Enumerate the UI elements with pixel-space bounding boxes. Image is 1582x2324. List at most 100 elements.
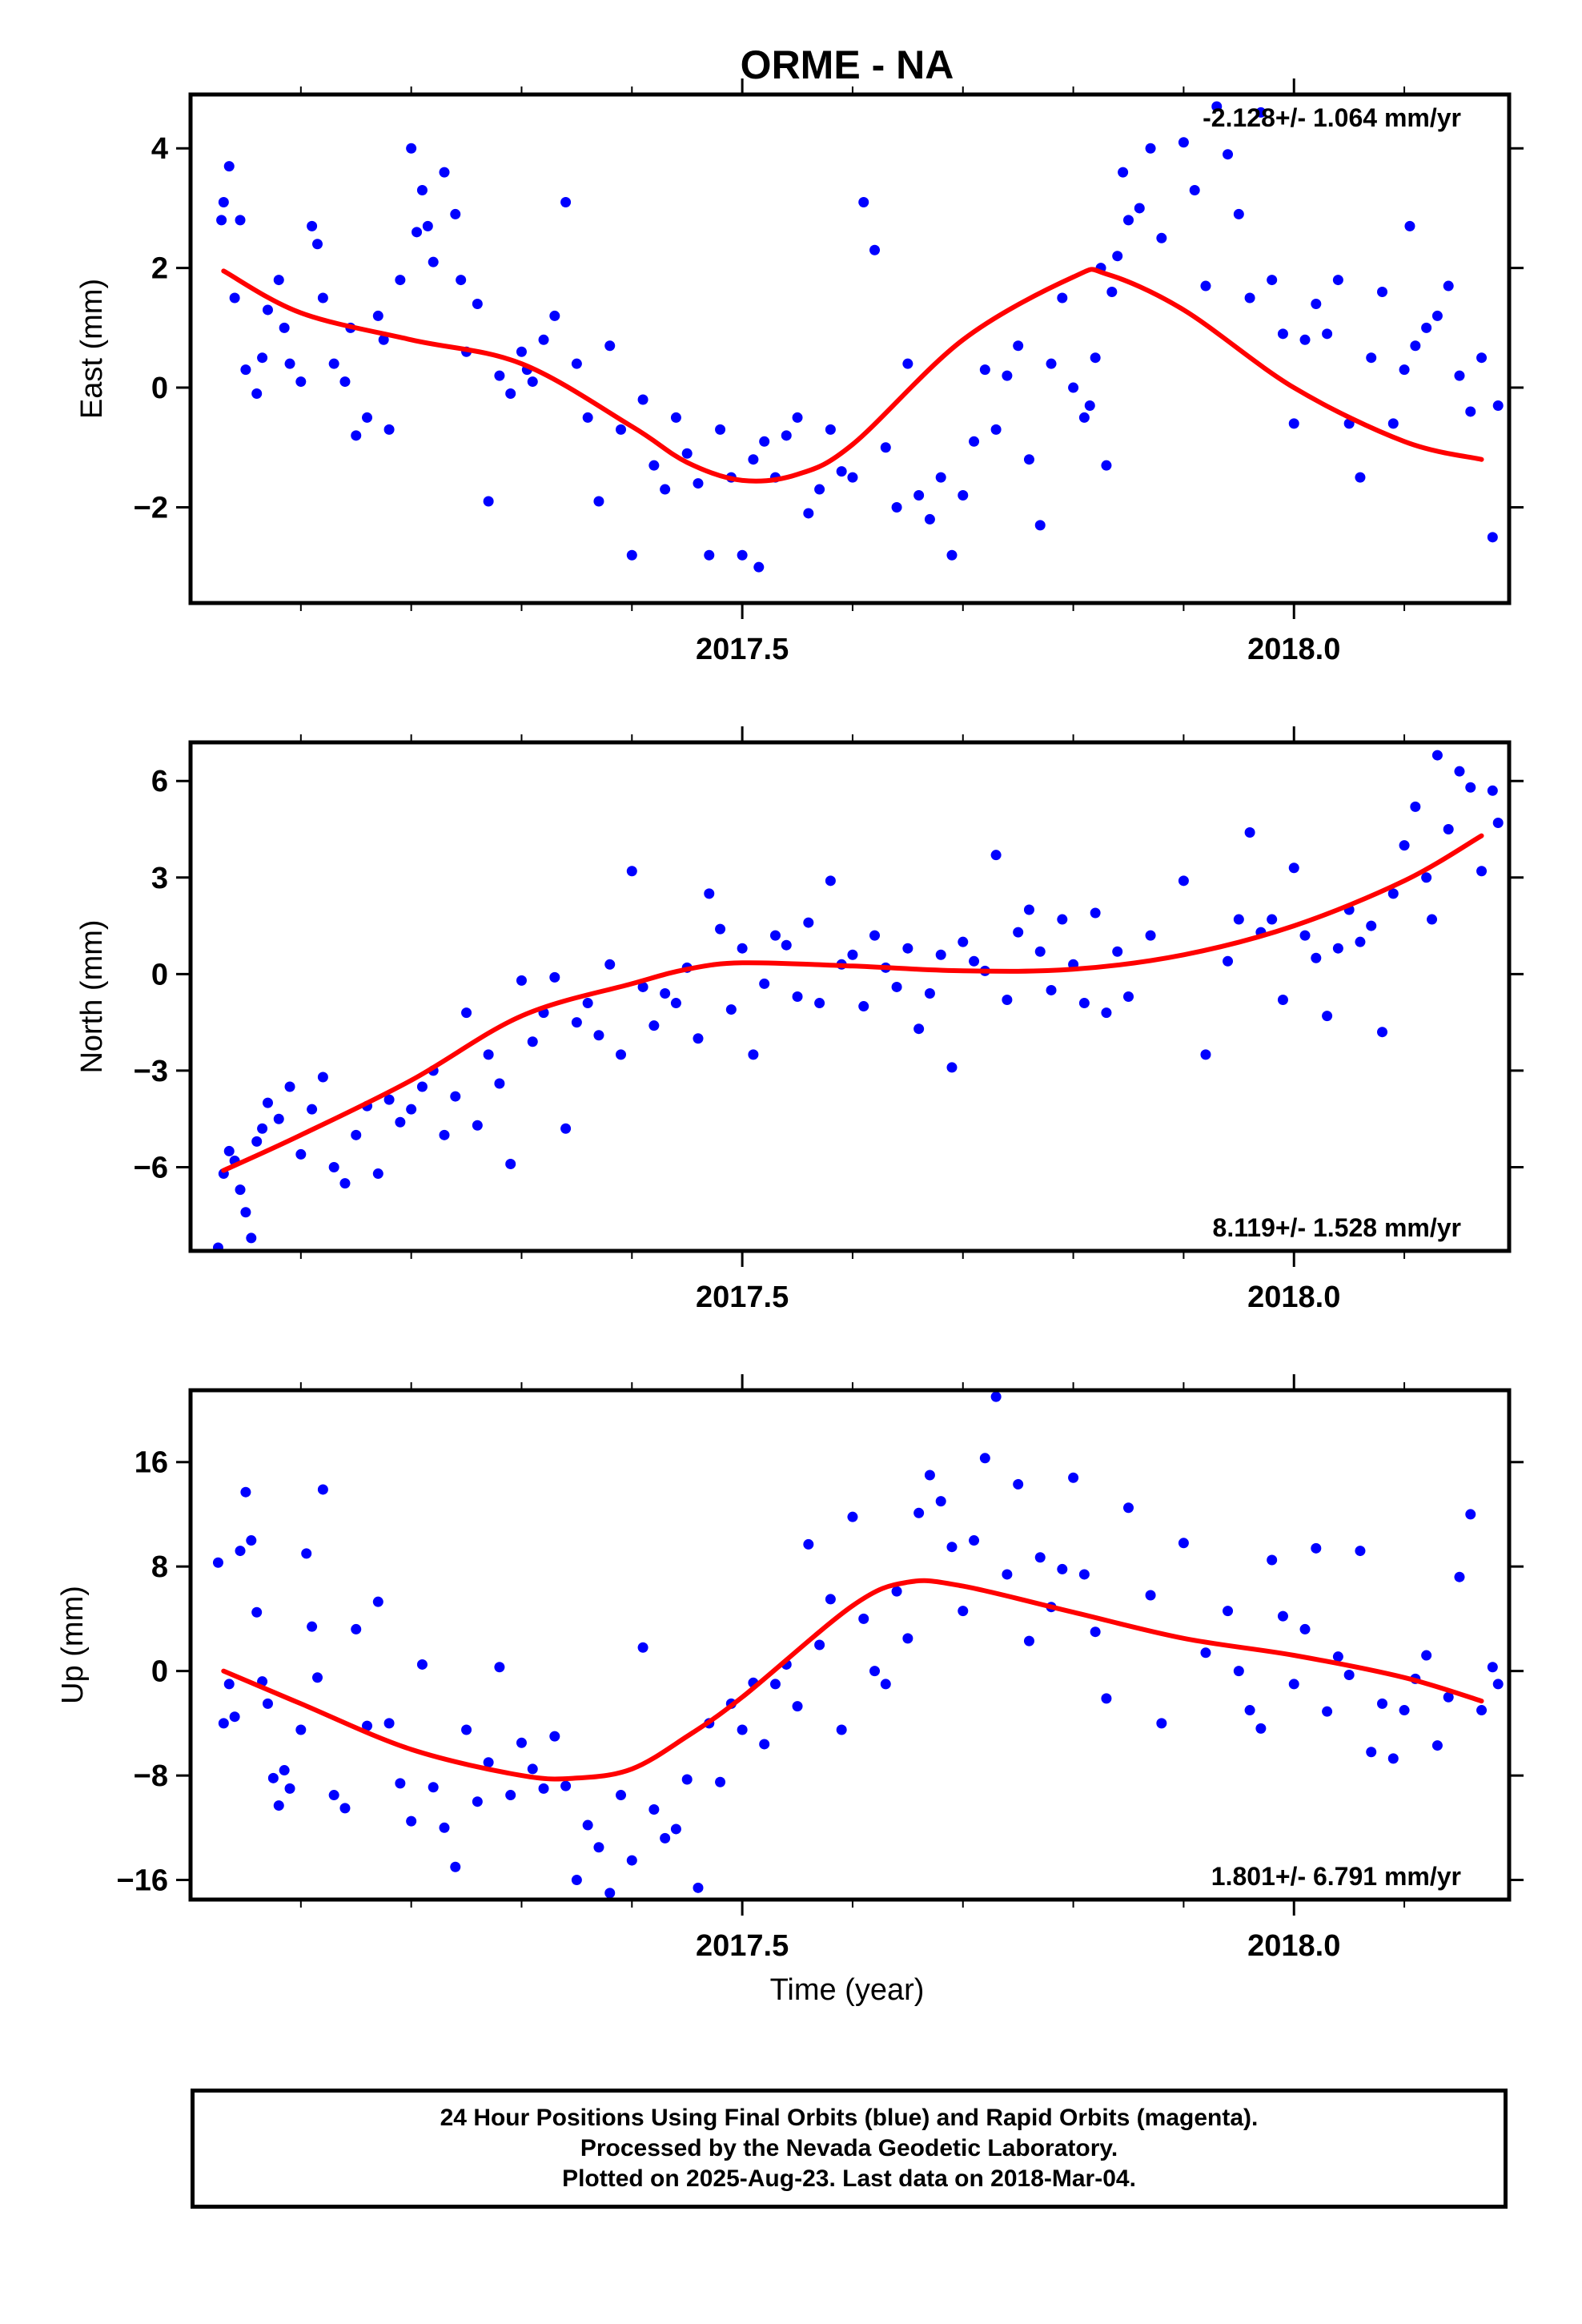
east-data-point [422, 220, 433, 231]
east-data-point [317, 292, 328, 304]
east-data-point [1106, 287, 1118, 298]
up-data-point [1332, 1651, 1343, 1663]
up-data-point [416, 1659, 428, 1670]
east-data-point [1145, 143, 1156, 154]
up-data-point [395, 1778, 406, 1789]
north-data-point [240, 1207, 251, 1218]
east-data-point [378, 334, 389, 345]
east-data-point [1443, 280, 1454, 292]
north-data-point [1487, 785, 1498, 796]
north-data-point [235, 1184, 246, 1196]
up-data-point [670, 1823, 681, 1835]
east-data-point [1277, 328, 1288, 340]
east-data-point [670, 412, 681, 423]
east-data-point [372, 310, 383, 321]
up-data-point [660, 1832, 671, 1844]
up-x-tick-label: 2018.0 [1247, 1929, 1340, 1963]
east-data-point [1299, 334, 1311, 345]
east-data-point [958, 490, 969, 501]
north-data-point [1492, 817, 1504, 828]
east-data-point [307, 220, 318, 231]
up-data-point [1377, 1698, 1388, 1709]
up-data-point [428, 1782, 439, 1793]
east-data-point [1057, 292, 1068, 304]
east-data-point [383, 424, 395, 435]
east-data-point [869, 244, 881, 255]
east-y-axis-label: East (mm) [75, 279, 109, 419]
north-data-point [693, 1033, 704, 1044]
up-data-point [582, 1819, 593, 1831]
up-data-point [439, 1822, 450, 1833]
east-data-point [814, 484, 825, 495]
up-data-point [450, 1861, 461, 1872]
north-data-point [257, 1123, 268, 1134]
up-data-point [681, 1774, 693, 1785]
x-axis-label: Time (year) [770, 1973, 925, 2007]
east-data-point [979, 364, 990, 376]
up-data-point [1255, 1723, 1267, 1734]
up-data-point [516, 1737, 527, 1748]
east-data-point [880, 442, 891, 453]
north-data-point [1366, 920, 1377, 931]
east-data-point [472, 298, 483, 309]
east-data-point [1189, 185, 1200, 196]
north-data-point [858, 1001, 869, 1012]
north-data-point [1013, 927, 1024, 938]
up-data-point [935, 1496, 946, 1507]
up-data-point [311, 1672, 323, 1683]
up-y-tick-label: −16 [117, 1864, 168, 1898]
north-data-point [450, 1091, 461, 1102]
up-data-point [1288, 1679, 1299, 1690]
north-data-point [416, 1081, 428, 1092]
east-data-point [715, 424, 726, 435]
figure-title: ORME - NA [741, 42, 954, 87]
north-data-point [1377, 1027, 1388, 1038]
east-data-point [273, 275, 284, 286]
up-data-point [1322, 1706, 1333, 1717]
north-data-point [328, 1162, 339, 1173]
east-data-point [616, 424, 627, 435]
north-data-point [1443, 824, 1454, 835]
up-data-point [946, 1542, 958, 1553]
east-data-point [891, 501, 902, 513]
east-data-point [626, 549, 637, 561]
north-data-point [958, 936, 969, 947]
up-data-point [1057, 1563, 1068, 1574]
north-data-point [792, 991, 803, 1002]
east-data-point [571, 358, 582, 369]
north-data-point [1123, 991, 1134, 1002]
east-data-point [527, 376, 538, 388]
north-data-point [759, 978, 770, 989]
up-data-point [1068, 1472, 1079, 1483]
east-data-point [235, 215, 246, 226]
north-data-point [483, 1049, 494, 1060]
north-data-point [648, 1020, 660, 1031]
up-data-point [549, 1731, 560, 1742]
up-data-point [648, 1803, 660, 1815]
up-data-point [362, 1720, 373, 1731]
up-data-point [284, 1783, 295, 1794]
east-data-point [1034, 520, 1046, 531]
up-data-point [759, 1739, 770, 1750]
up-data-point [1090, 1626, 1101, 1638]
up-data-point [527, 1763, 538, 1775]
north-data-point [372, 1168, 383, 1180]
north-y-tick-label: −6 [134, 1152, 168, 1185]
north-data-point [1112, 946, 1123, 957]
up-y-tick-label: 8 [151, 1550, 168, 1584]
east-data-point [858, 196, 869, 207]
up-data-point [251, 1606, 263, 1618]
up-data-point [505, 1790, 516, 1801]
up-data-point [307, 1621, 318, 1632]
north-data-point [1267, 914, 1278, 925]
north-data-point [593, 1030, 604, 1041]
north-data-point [406, 1104, 417, 1115]
east-data-point [969, 436, 980, 447]
north-data-point [284, 1081, 295, 1092]
east-data-point [549, 310, 560, 321]
up-data-point [472, 1796, 483, 1807]
north-data-point [1101, 1007, 1112, 1019]
east-data-point [660, 484, 671, 495]
east-velocity-label: -2.128+/- 1.064 mm/yr [1203, 103, 1461, 132]
